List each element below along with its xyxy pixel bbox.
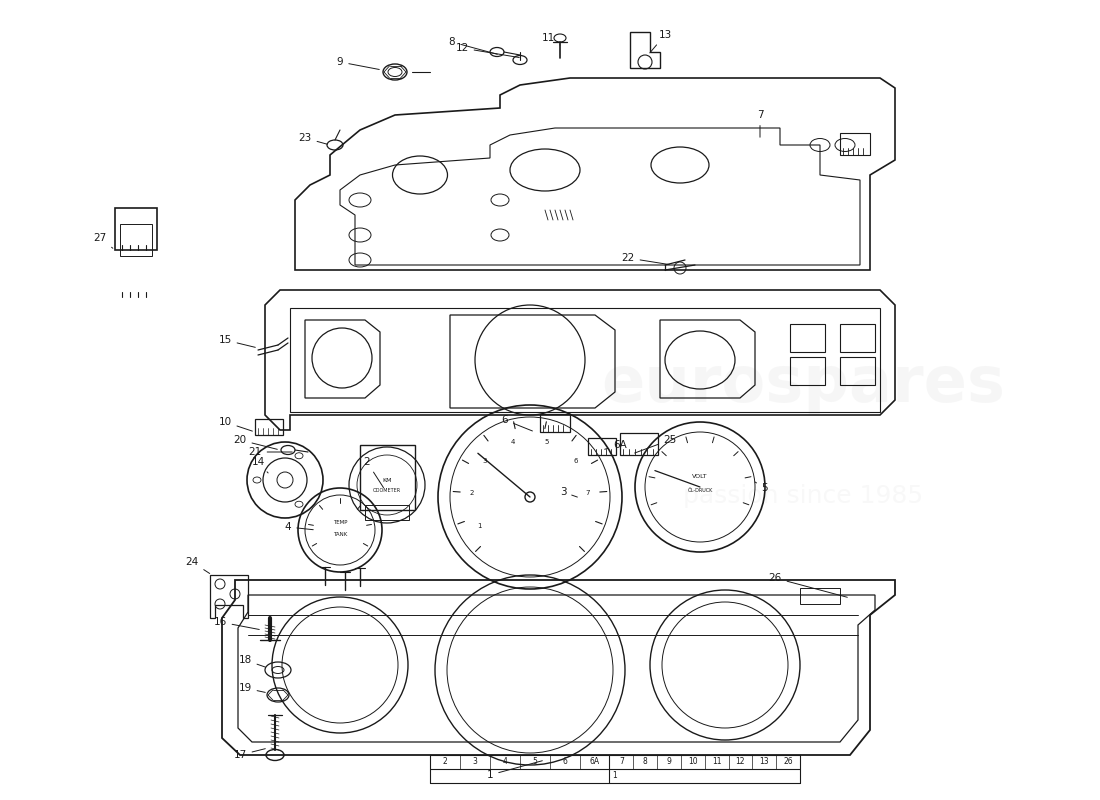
Text: 16: 16 [213,617,260,630]
Text: 5: 5 [532,758,537,766]
Text: 13: 13 [759,758,769,766]
Text: 1: 1 [613,771,617,781]
Text: 10: 10 [219,417,252,431]
Text: 13: 13 [650,30,672,53]
Text: 2: 2 [364,457,384,488]
Text: 8: 8 [449,37,497,54]
Text: 4: 4 [503,758,507,766]
Text: 6: 6 [573,458,578,464]
Text: 6A: 6A [590,758,600,766]
Text: VOLT: VOLT [692,474,707,479]
Text: 2: 2 [442,758,448,766]
Text: 6: 6 [502,415,532,431]
Text: 3: 3 [560,487,578,497]
Text: 3: 3 [472,758,477,766]
Text: 8: 8 [642,758,648,766]
Text: 3: 3 [483,458,487,464]
Text: 22: 22 [621,253,669,265]
Text: 15: 15 [219,335,255,347]
Text: passion since 1985: passion since 1985 [683,484,923,508]
Text: 4: 4 [285,522,314,532]
Text: TANK: TANK [333,531,348,537]
Text: 20: 20 [233,435,277,450]
Text: 5: 5 [755,482,768,493]
Text: 9: 9 [667,758,671,766]
Text: 5: 5 [544,438,549,445]
Text: 26: 26 [783,758,793,766]
Text: 21: 21 [249,447,293,457]
Text: 11: 11 [541,33,560,45]
Text: 25: 25 [635,435,676,453]
Text: 7: 7 [585,490,590,496]
Text: 26: 26 [769,573,847,598]
Text: 7: 7 [757,110,763,138]
Text: KM: KM [383,478,392,482]
Text: ÖL-DRUCK: ÖL-DRUCK [688,489,713,494]
Text: 1: 1 [477,523,482,529]
Text: 7: 7 [619,758,624,766]
Text: 6A: 6A [605,440,627,450]
Text: 12: 12 [455,43,519,58]
Text: 12: 12 [736,758,745,766]
Text: 18: 18 [239,655,265,667]
Text: 6: 6 [562,758,566,766]
Text: ODOMETER: ODOMETER [373,489,402,494]
Text: 19: 19 [239,683,265,693]
Text: 2: 2 [470,490,474,496]
Text: 23: 23 [298,133,328,144]
Text: 14: 14 [252,457,268,473]
Text: 27: 27 [94,233,113,248]
Text: 9: 9 [337,57,379,70]
Text: 11: 11 [712,758,722,766]
Text: 24: 24 [186,557,210,574]
Text: 4: 4 [510,438,515,445]
Text: 10: 10 [688,758,697,766]
Text: 1: 1 [486,761,542,780]
Text: TEMP: TEMP [332,519,348,525]
Text: 17: 17 [233,749,265,760]
Text: eurospares: eurospares [601,353,1005,415]
